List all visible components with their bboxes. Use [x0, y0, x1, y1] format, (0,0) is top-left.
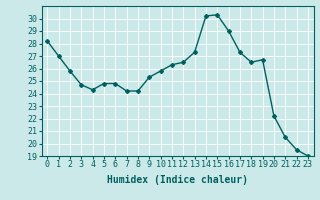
X-axis label: Humidex (Indice chaleur): Humidex (Indice chaleur) [107, 175, 248, 185]
